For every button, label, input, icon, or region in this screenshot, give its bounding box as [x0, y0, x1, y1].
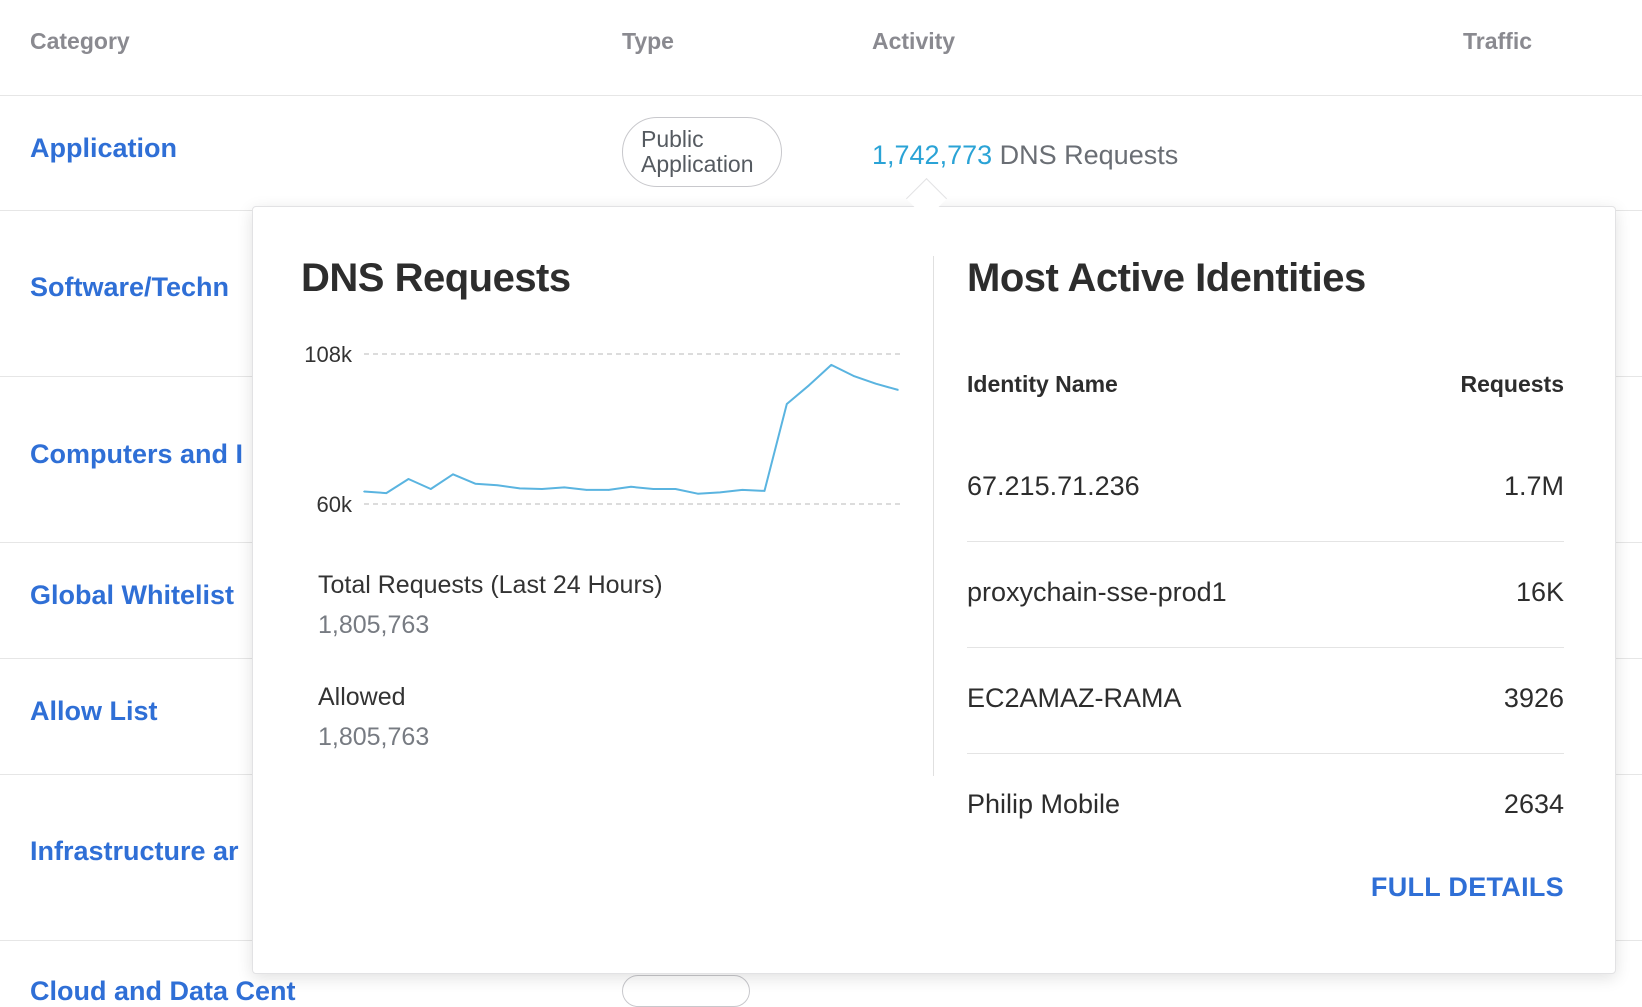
identity-row[interactable]: EC2AMAZ-RAMA 3926 — [967, 647, 1564, 754]
category-link[interactable]: Infrastructure ar — [30, 836, 239, 866]
data-point — [363, 490, 365, 493]
category-link[interactable]: Cloud and Data Cent — [30, 976, 296, 1006]
identity-row[interactable]: 67.215.71.236 1.7M — [967, 435, 1564, 542]
data-point — [452, 473, 454, 476]
category-link[interactable]: Computers and I — [30, 439, 244, 469]
header-category[interactable]: Category — [30, 28, 130, 54]
data-point — [585, 489, 588, 491]
data-point — [385, 492, 388, 494]
identity-requests: 2634 — [1503, 789, 1564, 819]
data-point — [496, 484, 499, 487]
data-point — [541, 488, 543, 490]
dns-requests-chart: 108k 60k — [304, 342, 900, 516]
identity-requests: 16K — [1515, 577, 1564, 607]
identity-name: EC2AMAZ-RAMA — [967, 683, 1182, 713]
allowed-label: Allowed — [318, 683, 406, 711]
activity-count[interactable]: 1,742,773 — [872, 140, 993, 170]
total-requests-label: Total Requests (Last 24 Hours) — [318, 571, 663, 599]
category-link[interactable]: Software/Techn — [30, 272, 230, 302]
header-activity[interactable]: Activity — [872, 28, 956, 54]
table-row: Application — [0, 95, 1642, 211]
header-type[interactable]: Type — [622, 28, 674, 54]
identity-name: 67.215.71.236 — [967, 471, 1140, 501]
identity-row[interactable]: proxychain-sse-prod1 16K — [967, 541, 1564, 648]
allowed-value: 1,805,763 — [318, 723, 430, 751]
table-header: Category Type Activity Traffic — [0, 0, 1642, 96]
data-point — [407, 478, 410, 480]
data-point — [630, 486, 632, 488]
full-details-link[interactable]: FULL DETAILS — [1370, 872, 1564, 902]
identity-name: Philip Mobile — [967, 789, 1121, 819]
series-points — [363, 364, 899, 495]
activity-summary[interactable]: 1,742,773 DNS Requests — [872, 140, 1178, 171]
category-link[interactable]: Global Whitelist — [30, 580, 235, 610]
identity-row[interactable]: Philip Mobile 2634 — [967, 753, 1564, 859]
identity-requests: 1.7M — [1503, 471, 1564, 501]
y-tick-label: 60k — [317, 492, 353, 516]
y-tick-label: 108k — [304, 342, 353, 367]
data-point — [430, 488, 432, 490]
data-point — [808, 384, 810, 387]
identity-name: proxychain-sse-prod1 — [967, 577, 1227, 607]
dns-requests-title: DNS Requests — [301, 256, 571, 300]
data-point — [608, 489, 610, 491]
data-point — [697, 492, 699, 495]
data-point — [852, 375, 855, 377]
popover-divider — [933, 256, 934, 776]
identity-requests: 3926 — [1503, 683, 1564, 713]
data-point — [786, 403, 788, 405]
data-point — [474, 482, 477, 485]
data-point — [897, 389, 899, 391]
category-link[interactable]: Application — [30, 133, 177, 163]
data-point — [741, 489, 744, 491]
type-badge: Public Application — [622, 117, 782, 187]
data-point — [674, 488, 677, 490]
most-active-identities-title: Most Active Identities — [967, 256, 1366, 300]
requests-header: Requests — [1460, 371, 1564, 397]
data-point — [875, 382, 877, 385]
series-line — [363, 363, 899, 495]
data-point — [763, 490, 766, 492]
data-point — [563, 486, 566, 489]
identity-name-header: Identity Name — [967, 371, 1118, 397]
data-point — [519, 487, 521, 490]
total-requests-value: 1,805,763 — [318, 611, 430, 639]
data-point — [719, 491, 721, 494]
activity-popover — [252, 206, 1616, 974]
activity-label: DNS Requests — [999, 140, 1179, 170]
category-link[interactable]: Allow List — [30, 696, 158, 726]
type-badge — [622, 975, 750, 1007]
data-point — [830, 364, 833, 366]
data-point — [652, 488, 655, 490]
header-traffic[interactable]: Traffic — [1463, 28, 1533, 54]
